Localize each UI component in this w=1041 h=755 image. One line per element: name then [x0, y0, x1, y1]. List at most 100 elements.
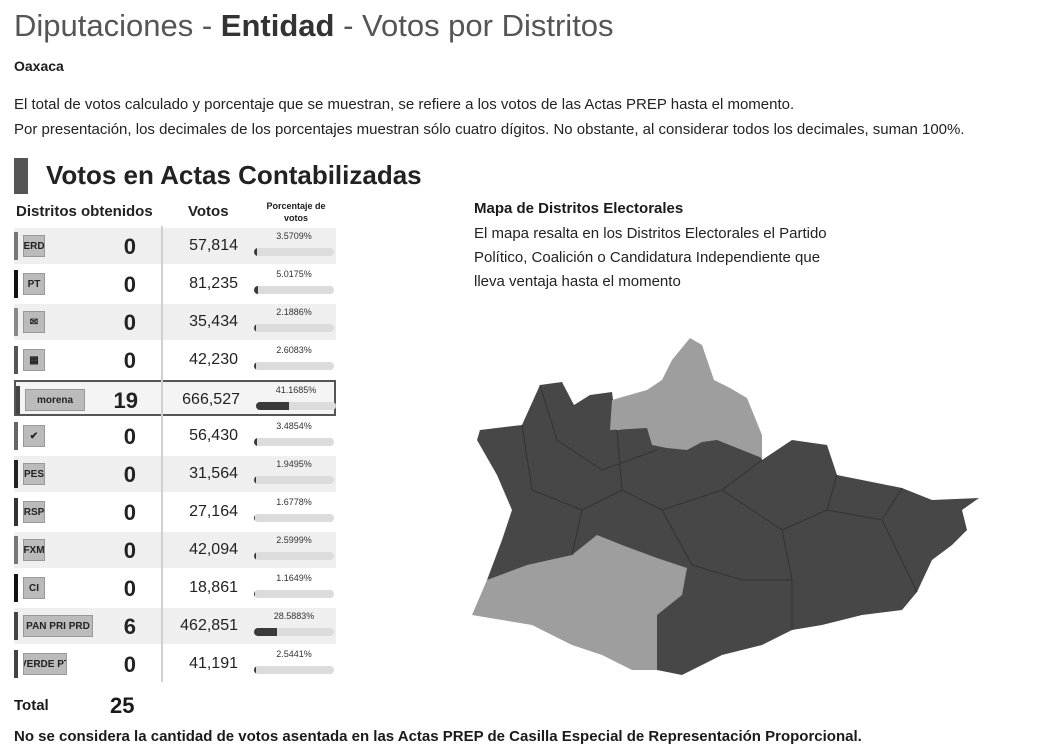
party-color-stripe	[14, 574, 18, 602]
percentage-bar	[254, 362, 334, 370]
table-row[interactable]: PAN PRI PRD 6 462,851 28.5883%	[14, 608, 336, 644]
vote-percentage: 2.5441%	[276, 649, 312, 659]
party-logo-icon: VERDE	[23, 235, 45, 257]
table-row[interactable]: ▦ 0 42,230 2.6083%	[14, 342, 336, 378]
party-logo-icon: RSP	[23, 501, 45, 523]
party-color-stripe	[16, 386, 20, 414]
vote-percentage: 28.5883%	[273, 611, 315, 621]
vote-count: 31,564	[189, 465, 238, 482]
vote-percentage: 41.1685%	[275, 385, 317, 395]
party-color-stripe	[14, 498, 18, 526]
party-color-stripe	[14, 270, 18, 298]
vote-percentage: 2.1886%	[276, 307, 312, 317]
percentage-bar	[254, 476, 334, 484]
party-logo-icon: VERDE PT	[23, 653, 67, 675]
vote-count: 35,434	[189, 313, 238, 330]
table-row[interactable]: RSP 0 27,164 1.6778%	[14, 494, 336, 530]
map-region-coalition-north[interactable]	[610, 338, 762, 458]
total-value: 25	[110, 693, 135, 718]
col-header-pct: Porcentaje de votos	[266, 201, 326, 223]
vote-count: 27,164	[189, 503, 238, 520]
party-color-stripe	[14, 612, 18, 640]
vote-percentage: 1.9495%	[276, 459, 312, 469]
vote-percentage: 3.5709%	[276, 231, 312, 241]
party-color-stripe	[14, 232, 18, 260]
section-marker	[14, 158, 28, 194]
table-row[interactable]: ✉ 0 35,434 2.1886%	[14, 304, 336, 340]
percentage-bar	[254, 514, 334, 522]
table-row[interactable]: PT 0 81,235 5.0175%	[14, 266, 336, 302]
districts-won: 0	[123, 500, 136, 525]
party-logo-icon: morena	[25, 389, 85, 411]
vote-percentage: 2.5999%	[276, 535, 312, 545]
vote-count: 81,235	[189, 275, 238, 292]
percentage-bar	[254, 438, 334, 446]
percentage-bar-fill	[254, 362, 257, 370]
vote-percentage: 5.0175%	[276, 269, 312, 279]
map-title: Mapa de Distritos Electorales	[474, 200, 684, 217]
districts-won: 0	[123, 462, 136, 487]
party-color-stripe	[14, 346, 18, 374]
party-logo-icon: FXM	[23, 539, 45, 561]
table-row[interactable]: FXM 0 42,094 2.5999%	[14, 532, 336, 568]
page-title: Diputaciones - Entidad - Votos por Distr…	[14, 8, 614, 44]
note-line-2: Por presentación, los decimales de los p…	[14, 121, 965, 138]
vote-count: 56,430	[189, 427, 238, 444]
party-logo-icon: PAN PRI PRD	[23, 615, 93, 637]
districts-won: 0	[123, 310, 136, 335]
districts-won: 0	[123, 234, 136, 259]
table-row[interactable]: CI 0 18,861 1.1649%	[14, 570, 336, 606]
party-color-stripe	[14, 460, 18, 488]
districts-won: 19	[113, 388, 138, 413]
vote-count: 57,814	[189, 237, 238, 254]
percentage-bar-fill	[254, 552, 257, 560]
districts-won: 0	[123, 272, 136, 297]
party-color-stripe	[14, 308, 18, 336]
percentage-bar	[254, 628, 334, 636]
party-logo-icon: ✉	[23, 311, 45, 333]
col-header-votes: Votos	[188, 203, 229, 220]
districts-won: 0	[123, 538, 136, 563]
percentage-bar-fill	[254, 248, 257, 256]
footer-note: No se considera la cantidad de votos ase…	[14, 728, 862, 745]
table-row[interactable]: morena 19 666,527 41.1685%	[14, 380, 336, 416]
percentage-bar-fill	[254, 628, 277, 636]
vote-count: 666,527	[182, 391, 240, 408]
table-divider	[161, 226, 163, 682]
title-part-3: - Votos por Distritos	[334, 8, 614, 43]
percentage-bar-fill	[256, 402, 289, 410]
state-name: Oaxaca	[14, 58, 64, 74]
party-color-stripe	[14, 536, 18, 564]
percentage-bar-fill	[254, 438, 257, 446]
vote-count: 41,191	[189, 655, 238, 672]
total-label: Total	[14, 697, 49, 714]
vote-percentage: 1.6778%	[276, 497, 312, 507]
percentage-bar-fill	[254, 324, 256, 332]
percentage-bar	[256, 402, 336, 410]
percentage-bar	[254, 286, 334, 294]
map-region-coalition-south[interactable]	[472, 535, 687, 670]
section-title: Votos en Actas Contabilizadas	[46, 160, 422, 190]
party-logo-icon: ▦	[23, 349, 45, 371]
note-line-1: El total de votos calculado y porcentaje…	[14, 96, 795, 113]
percentage-bar-fill	[254, 666, 257, 674]
percentage-bar-fill	[254, 476, 256, 484]
percentage-bar	[254, 590, 334, 598]
party-color-stripe	[14, 650, 18, 678]
table-row[interactable]: ✔ 0 56,430 3.4854%	[14, 418, 336, 454]
vote-count: 18,861	[189, 579, 238, 596]
table-row[interactable]: VERDE 0 57,814 3.5709%	[14, 228, 336, 264]
vote-percentage: 1.1649%	[276, 573, 312, 583]
table-row[interactable]: PES 0 31,564 1.9495%	[14, 456, 336, 492]
district-map[interactable]	[462, 330, 987, 685]
percentage-bar	[254, 248, 334, 256]
districts-won: 0	[123, 652, 136, 677]
table-row[interactable]: VERDE PT 0 41,191 2.5441%	[14, 646, 336, 682]
districts-won: 0	[123, 576, 136, 601]
districts-won: 0	[123, 348, 136, 373]
map-district-lines	[521, 384, 918, 630]
title-part-2[interactable]: Entidad	[220, 8, 335, 43]
vote-percentage: 3.4854%	[276, 421, 312, 431]
percentage-bar	[254, 666, 334, 674]
percentage-bar	[254, 552, 334, 560]
